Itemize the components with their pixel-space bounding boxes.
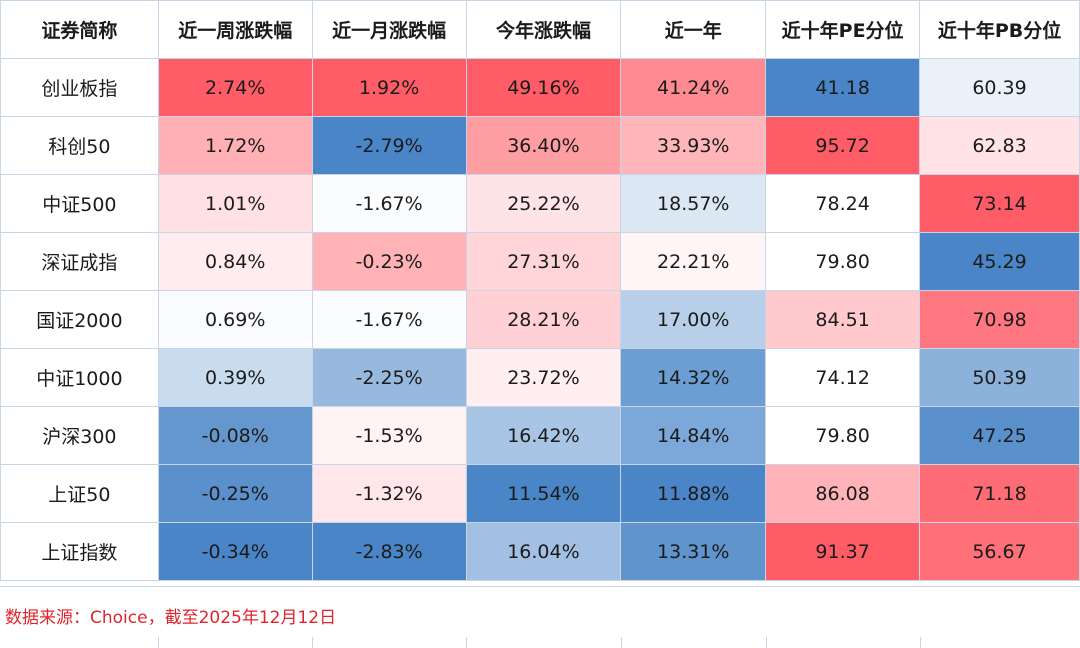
week-change-cell: 0.69% (157, 290, 313, 349)
pb-percentile-cell: 47.25 (919, 406, 1080, 465)
table-row: 上证50 -0.25% -1.32% 11.54% 11.88% 86.08 71.18 (0, 464, 1080, 523)
pe-percentile-cell: 78.24 (765, 174, 921, 233)
row-label: 深证成指 (0, 232, 159, 291)
week-change-cell: 2.74% (157, 58, 313, 117)
month-change-cell: 1.92% (311, 58, 467, 117)
row-label: 中证500 (0, 174, 159, 233)
one-year-cell: 13.31% (620, 522, 767, 581)
one-year-cell: 11.88% (620, 464, 767, 523)
header-row: 证券简称 近一周涨跌幅 近一月涨跌幅 今年涨跌幅 近一年 近十年PE分位 近十年… (0, 0, 1080, 59)
pb-percentile-cell: 73.14 (919, 174, 1080, 233)
month-change-cell: -0.23% (311, 232, 467, 291)
month-change-cell: -2.25% (311, 348, 467, 407)
one-year-cell: 22.21% (620, 232, 767, 291)
one-year-cell: 17.00% (620, 290, 767, 349)
pe-percentile-cell: 91.37 (765, 522, 921, 581)
source-note: 数据来源：Choice，截至2025年12月12日 (5, 608, 337, 628)
table-row: 创业板指 2.74% 1.92% 49.16% 41.24% 41.18 60.39 (0, 58, 1080, 117)
week-change-cell: -0.25% (157, 464, 313, 523)
table-footer: 数据来源：Choice，截至2025年12月12日 (0, 586, 1080, 648)
pb-percentile-cell: 50.39 (919, 348, 1080, 407)
pe-percentile-cell: 79.80 (765, 406, 921, 465)
column-header-one-year: 近一年 (620, 0, 767, 59)
week-change-cell: 1.01% (157, 174, 313, 233)
ytd-change-cell: 16.04% (465, 522, 622, 581)
pe-percentile-cell: 95.72 (765, 116, 921, 175)
row-label: 科创50 (0, 116, 159, 175)
table-row: 中证500 1.01% -1.67% 25.22% 18.57% 78.24 73.14 (0, 174, 1080, 233)
table-row: 上证指数 -0.34% -2.83% 16.04% 13.31% 91.37 56.67 (0, 522, 1080, 581)
week-change-cell: -0.08% (157, 406, 313, 465)
week-change-cell: -0.34% (157, 522, 313, 581)
row-label: 上证50 (0, 464, 159, 523)
ytd-change-cell: 25.22% (465, 174, 622, 233)
pb-percentile-cell: 56.67 (919, 522, 1080, 581)
table-row: 深证成指 0.84% -0.23% 27.31% 22.21% 79.80 45.29 (0, 232, 1080, 291)
one-year-cell: 33.93% (620, 116, 767, 175)
ytd-change-cell: 16.42% (465, 406, 622, 465)
pb-percentile-cell: 45.29 (919, 232, 1080, 291)
pb-percentile-cell: 62.83 (919, 116, 1080, 175)
table-row: 国证2000 0.69% -1.67% 28.21% 17.00% 84.51 70.98 (0, 290, 1080, 349)
column-header-pe-percentile: 近十年PE分位 (765, 0, 921, 59)
one-year-cell: 18.57% (620, 174, 767, 233)
pe-percentile-cell: 74.12 (765, 348, 921, 407)
column-header-pb-percentile: 近十年PB分位 (919, 0, 1080, 59)
row-label: 创业板指 (0, 58, 159, 117)
table-row: 沪深300 -0.08% -1.53% 16.42% 14.84% 79.80 47.25 (0, 406, 1080, 465)
column-header-week-change: 近一周涨跌幅 (157, 0, 313, 59)
table-row: 科创50 1.72% -2.79% 36.40% 33.93% 95.72 62.83 (0, 116, 1080, 175)
one-year-cell: 14.84% (620, 406, 767, 465)
month-change-cell: -1.67% (311, 174, 467, 233)
pe-percentile-cell: 41.18 (765, 58, 921, 117)
month-change-cell: -2.83% (311, 522, 467, 581)
table-row: 中证1000 0.39% -2.25% 23.72% 14.32% 74.12 50.39 (0, 348, 1080, 407)
pe-percentile-cell: 84.51 (765, 290, 921, 349)
data-table: 证券简称 近一周涨跌幅 近一月涨跌幅 今年涨跌幅 近一年 近十年PE分位 近十年… (0, 0, 1080, 581)
ytd-change-cell: 27.31% (465, 232, 622, 291)
row-label: 沪深300 (0, 406, 159, 465)
row-label: 中证1000 (0, 348, 159, 407)
ytd-change-cell: 23.72% (465, 348, 622, 407)
column-header-ytd-change: 今年涨跌幅 (465, 0, 622, 59)
one-year-cell: 14.32% (620, 348, 767, 407)
month-change-cell: -1.53% (311, 406, 467, 465)
column-header-month-change: 近一月涨跌幅 (311, 0, 467, 59)
one-year-cell: 41.24% (620, 58, 767, 117)
table-body: 创业板指 2.74% 1.92% 49.16% 41.24% 41.18 60.39 科创50… (0, 58, 1080, 581)
pb-percentile-cell: 71.18 (919, 464, 1080, 523)
pb-percentile-cell: 70.98 (919, 290, 1080, 349)
ytd-change-cell: 49.16% (465, 58, 622, 117)
row-label: 上证指数 (0, 522, 159, 581)
week-change-cell: 1.72% (157, 116, 313, 175)
column-header-name: 证券简称 (0, 0, 159, 59)
ytd-change-cell: 28.21% (465, 290, 622, 349)
pb-percentile-cell: 60.39 (919, 58, 1080, 117)
month-change-cell: -1.67% (311, 290, 467, 349)
ytd-change-cell: 36.40% (465, 116, 622, 175)
month-change-cell: -1.32% (311, 464, 467, 523)
ytd-change-cell: 11.54% (465, 464, 622, 523)
month-change-cell: -2.79% (311, 116, 467, 175)
pe-percentile-cell: 86.08 (765, 464, 921, 523)
week-change-cell: 0.39% (157, 348, 313, 407)
pe-percentile-cell: 79.80 (765, 232, 921, 291)
row-label: 国证2000 (0, 290, 159, 349)
week-change-cell: 0.84% (157, 232, 313, 291)
